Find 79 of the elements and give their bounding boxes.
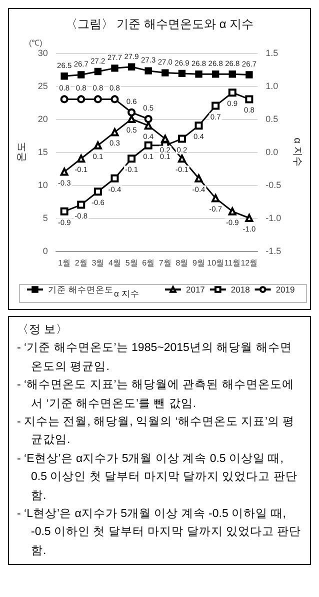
- y2-tick-label: -0.5: [266, 180, 282, 190]
- point: [128, 154, 136, 163]
- y-tick-label: 20: [38, 114, 48, 124]
- point: [162, 69, 169, 76]
- y-tick-label: 10: [38, 180, 48, 190]
- text: 〈정 보〉: [17, 322, 70, 338]
- point: [144, 122, 152, 130]
- point: [228, 88, 236, 97]
- point: [144, 67, 152, 74]
- text: - ‘해수면온도 지표’는 해당월에 관측된 해수면온도에서 ‘기준 해수면온도’를 뺀 값임.: [17, 378, 295, 412]
- x-tick-label: 11월: [224, 258, 241, 268]
- text: - ‘기준 해수면온도’는 1985~2015년의 해당월 해수면온도의 평균임.: [17, 341, 293, 375]
- point: [194, 174, 203, 182]
- point: [94, 141, 102, 150]
- legend-label: 2018: [230, 284, 250, 294]
- point: [212, 70, 220, 78]
- text: - 지수는 전월, 해당월, 익월의 ‘해수면온도 지표’의 평균값임.: [17, 414, 296, 448]
- point: [60, 72, 68, 80]
- x-tick-label: 5월: [125, 258, 138, 268]
- x-tick-label: 12월: [240, 258, 258, 268]
- point: [212, 102, 220, 110]
- y-tick-label: 15: [38, 147, 48, 157]
- point: [178, 154, 186, 163]
- x-tick-label: 10월: [207, 258, 224, 268]
- point: [110, 174, 119, 182]
- text: - ‘L현상’은 α지수가 5개월 이상 계속 -0.5 이하일 때, -0.5 이하인 첫 달부터 마지막 달까지 있었다고 판단함.: [17, 506, 302, 559]
- point: [60, 95, 68, 104]
- x-tick-label: 9월: [192, 258, 205, 268]
- point: [60, 207, 68, 216]
- y2-tick-label: 0.0: [266, 147, 278, 157]
- point: [178, 70, 186, 78]
- point: [178, 134, 186, 143]
- y-tick-label: 0: [42, 246, 48, 256]
- point: [195, 70, 202, 78]
- chart-title: 〈그림〉 기준 해수면온도와 α 지수: [65, 17, 254, 31]
- y-tick-label: 25: [38, 81, 48, 91]
- x-tick-label: 3월: [92, 258, 104, 268]
- point: [128, 63, 136, 70]
- x-tick-label: 8월: [176, 258, 188, 268]
- legend-title: α 지수: [114, 288, 140, 298]
- point: [194, 122, 203, 130]
- point: [78, 71, 85, 78]
- y2-tick-label: 1.0: [266, 81, 278, 91]
- point: [110, 128, 119, 136]
- x-tick-label: 7월: [158, 258, 172, 268]
- y2-axis-title: α 지수: [292, 138, 302, 166]
- point: [94, 95, 102, 104]
- point: [245, 95, 254, 104]
- legend-label: 2017: [186, 284, 206, 294]
- point: [144, 115, 152, 123]
- y-tick-label: 30: [38, 48, 48, 58]
- point: [94, 188, 102, 196]
- point: [246, 71, 253, 78]
- x-tick-label: 1월: [58, 258, 71, 268]
- legend-label: 2019: [276, 284, 295, 294]
- y2-tick-label: 1.5: [266, 48, 278, 58]
- y2-tick-label: 0.5: [266, 114, 278, 124]
- point: [144, 141, 152, 150]
- x-tick-label: 4월: [108, 258, 121, 268]
- point: [228, 70, 236, 78]
- legend-label: 기준 해수면온도: [48, 284, 114, 294]
- x-tick-label: 6월: [142, 258, 155, 268]
- point: [228, 207, 236, 216]
- point: [77, 200, 86, 209]
- y2-tick-label: -1.0: [266, 213, 282, 223]
- y2-tick-label: -1.5: [266, 246, 282, 256]
- point: [94, 68, 102, 76]
- point: [128, 108, 136, 116]
- point: [212, 194, 220, 202]
- point: [128, 115, 136, 123]
- y-tick-label: 5: [42, 213, 48, 223]
- point: [110, 95, 119, 104]
- x-tick-label: 2월: [74, 258, 88, 268]
- point: [111, 64, 118, 72]
- text: (℃): [29, 38, 43, 48]
- point: [60, 168, 68, 176]
- point: [77, 95, 86, 104]
- y-axis-title: 온도: [16, 142, 28, 162]
- text: - ‘E현상’은 α지수가 5개월 이상 계속 0.5 이상일 때, 0.5 이상인 첫 달부터 마지막 달까지 있었다고 판단함.: [17, 452, 298, 504]
